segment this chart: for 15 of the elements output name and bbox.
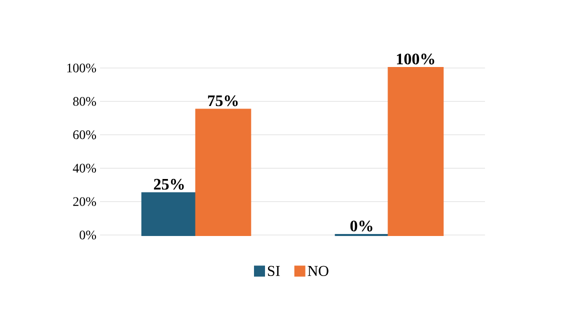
data-label: 100% bbox=[396, 54, 434, 64]
legend-label: NO bbox=[308, 266, 328, 276]
y-tick-label: 20% bbox=[73, 197, 96, 206]
y-tick-label: 100% bbox=[67, 64, 96, 72]
bar bbox=[195, 108, 252, 236]
bar bbox=[388, 67, 444, 236]
data-label: 75% bbox=[208, 95, 238, 106]
data-label: 25% bbox=[154, 178, 184, 190]
y-tick-label: 60% bbox=[73, 130, 96, 140]
legend-label: SI bbox=[268, 266, 280, 276]
y-tick-label: 80% bbox=[73, 96, 96, 106]
bar bbox=[141, 192, 198, 236]
y-tick-label: 40% bbox=[72, 164, 96, 173]
data-label: 0% bbox=[350, 220, 372, 232]
y-tick-label: 0% bbox=[80, 230, 96, 240]
